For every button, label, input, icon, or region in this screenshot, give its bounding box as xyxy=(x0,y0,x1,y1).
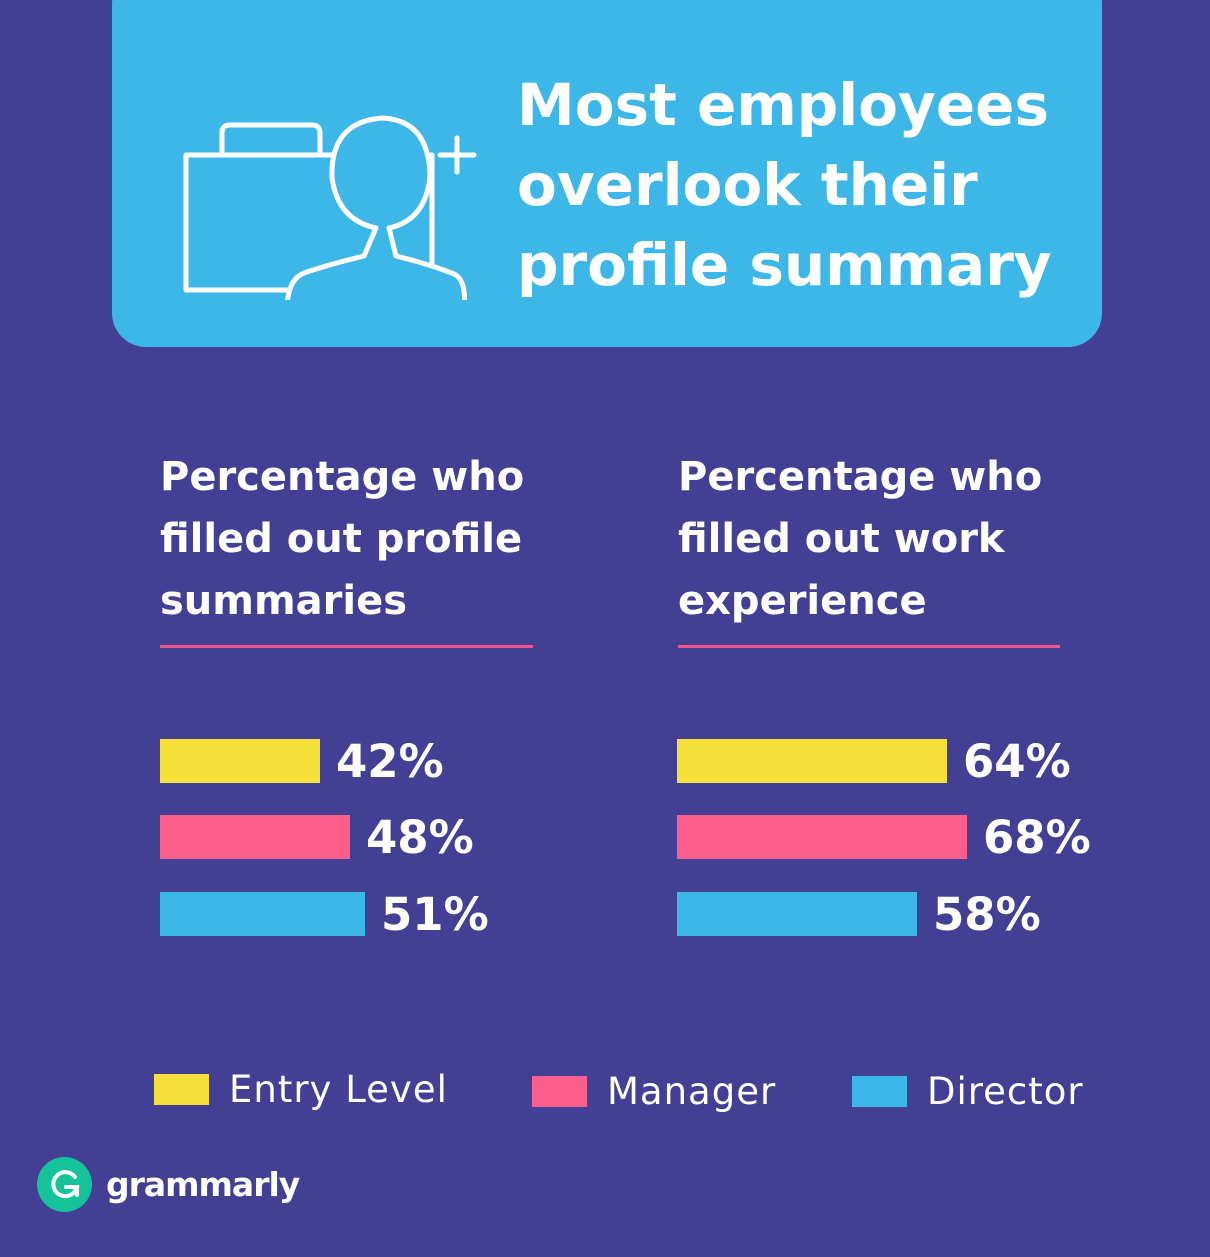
bar-entry-level xyxy=(160,739,320,783)
bar-manager xyxy=(677,815,967,859)
chart-title-work-experience: Percentage who filled out work experienc… xyxy=(678,446,1098,632)
chart-title-line: summaries xyxy=(160,578,408,624)
bar-director xyxy=(160,892,365,936)
legend-label: Director xyxy=(927,1070,1084,1113)
legend-swatch xyxy=(852,1076,907,1107)
briefcase-add-user-icon xyxy=(183,115,477,300)
legend-swatch xyxy=(154,1074,209,1105)
chart-title-line: filled out work xyxy=(678,516,1005,562)
chart-title-line: filled out profile xyxy=(160,516,523,562)
header-card: Most employees overlook their profile su… xyxy=(112,0,1102,347)
bar-director xyxy=(677,892,917,936)
data-label: 51% xyxy=(381,888,489,941)
page-title-line: Most employees xyxy=(517,71,1050,139)
page-title-line: profile summary xyxy=(517,231,1052,299)
grammarly-logo: grammarly xyxy=(37,1157,300,1212)
chart-title-divider xyxy=(160,645,533,648)
data-label: 68% xyxy=(983,811,1091,864)
legend-label: Entry Level xyxy=(229,1068,448,1111)
data-label: 64% xyxy=(963,735,1071,788)
legend-item-manager: Manager xyxy=(532,1070,776,1113)
legend: Entry Level Manager Director xyxy=(150,1064,1110,1114)
data-label: 42% xyxy=(336,735,444,788)
page-title: Most employees overlook their profile su… xyxy=(517,65,1077,305)
chart-title-line: Percentage who xyxy=(160,454,525,500)
chart-title-line: experience xyxy=(678,578,927,624)
chart-title-profile-summaries: Percentage who filled out profile summar… xyxy=(160,446,580,632)
chart-title-line: Percentage who xyxy=(678,454,1043,500)
grammarly-g-icon xyxy=(37,1157,92,1212)
bar-manager xyxy=(160,815,350,859)
legend-item-director: Director xyxy=(852,1070,1084,1113)
data-label: 48% xyxy=(366,811,474,864)
page-title-line: overlook their xyxy=(517,151,978,219)
bar-entry-level xyxy=(677,739,947,783)
chart-title-divider xyxy=(678,645,1060,648)
legend-label: Manager xyxy=(607,1070,777,1113)
data-label: 58% xyxy=(933,888,1041,941)
brand-name: grammarly xyxy=(106,1165,300,1204)
legend-swatch xyxy=(532,1076,587,1107)
legend-item-entry-level: Entry Level xyxy=(154,1068,448,1111)
